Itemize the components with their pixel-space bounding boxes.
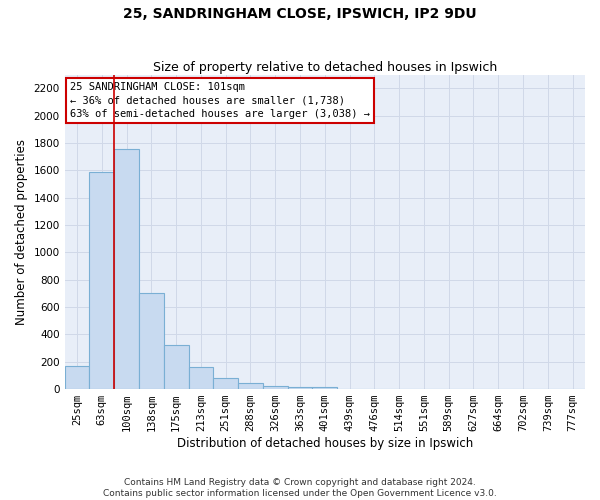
Bar [238, 383, 263, 389]
Bar [313, 387, 337, 389]
Bar [164, 346, 188, 389]
Bar [65, 366, 89, 389]
Text: 25 SANDRINGHAM CLOSE: 101sqm
← 36% of detached houses are smaller (1,738)
63% of: 25 SANDRINGHAM CLOSE: 101sqm ← 36% of de… [70, 82, 370, 119]
Bar [89, 172, 114, 389]
Bar [114, 149, 139, 389]
Y-axis label: Number of detached properties: Number of detached properties [15, 139, 28, 325]
Text: 25, SANDRINGHAM CLOSE, IPSWICH, IP2 9DU: 25, SANDRINGHAM CLOSE, IPSWICH, IP2 9DU [123, 8, 477, 22]
Text: Contains HM Land Registry data © Crown copyright and database right 2024.
Contai: Contains HM Land Registry data © Crown c… [103, 478, 497, 498]
Title: Size of property relative to detached houses in Ipswich: Size of property relative to detached ho… [153, 62, 497, 74]
Bar [139, 292, 164, 389]
Bar [287, 386, 313, 389]
Bar [263, 386, 287, 389]
Bar [214, 378, 238, 389]
X-axis label: Distribution of detached houses by size in Ipswich: Distribution of detached houses by size … [177, 437, 473, 450]
Bar [188, 367, 214, 389]
